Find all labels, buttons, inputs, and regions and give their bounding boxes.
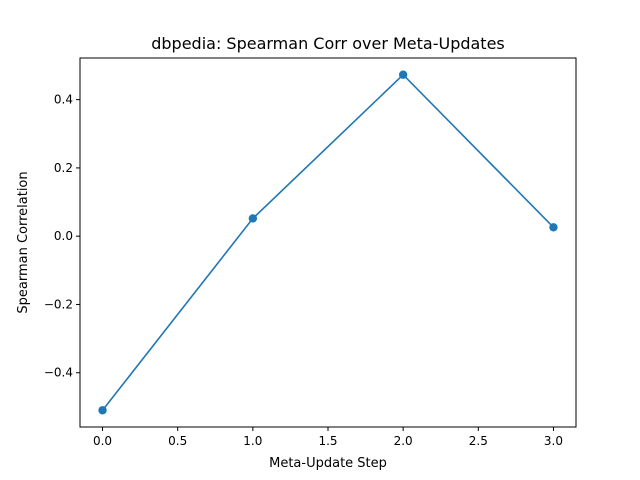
y-tick-label: 0.0 xyxy=(54,229,73,243)
series-line xyxy=(101,73,555,411)
y-axis: −0.4 −0.2 0.0 0.2 0.4 xyxy=(44,93,80,380)
series-layer xyxy=(98,70,558,415)
data-point xyxy=(398,70,408,79)
chart-title: dbpedia: Spearman Corr over Meta-Updates xyxy=(151,34,505,53)
data-point xyxy=(248,214,258,223)
x-tick-label: 0.0 xyxy=(93,434,112,448)
data-point xyxy=(549,223,558,232)
x-tick-label: 0.5 xyxy=(168,434,187,448)
y-tick-label: 0.2 xyxy=(54,161,73,175)
y-tick-label: 0.4 xyxy=(54,93,73,107)
y-tick-label: −0.2 xyxy=(44,297,73,311)
plot-frame xyxy=(79,57,577,428)
x-tick-label: 1.5 xyxy=(318,434,337,448)
x-axis-label: Meta-Update Step xyxy=(269,456,387,471)
x-tick-label: 3.0 xyxy=(544,434,563,448)
y-tick-label: −0.4 xyxy=(44,366,73,380)
data-point xyxy=(98,406,107,415)
x-tick-label: 2.5 xyxy=(469,434,488,448)
x-axis: 0.0 0.5 1.0 1.5 2.0 2.5 3.0 xyxy=(93,427,563,448)
y-axis-label: Spearman Correlation xyxy=(16,171,31,313)
x-tick-label: 1.0 xyxy=(243,434,262,448)
x-tick-label: 2.0 xyxy=(394,434,413,448)
